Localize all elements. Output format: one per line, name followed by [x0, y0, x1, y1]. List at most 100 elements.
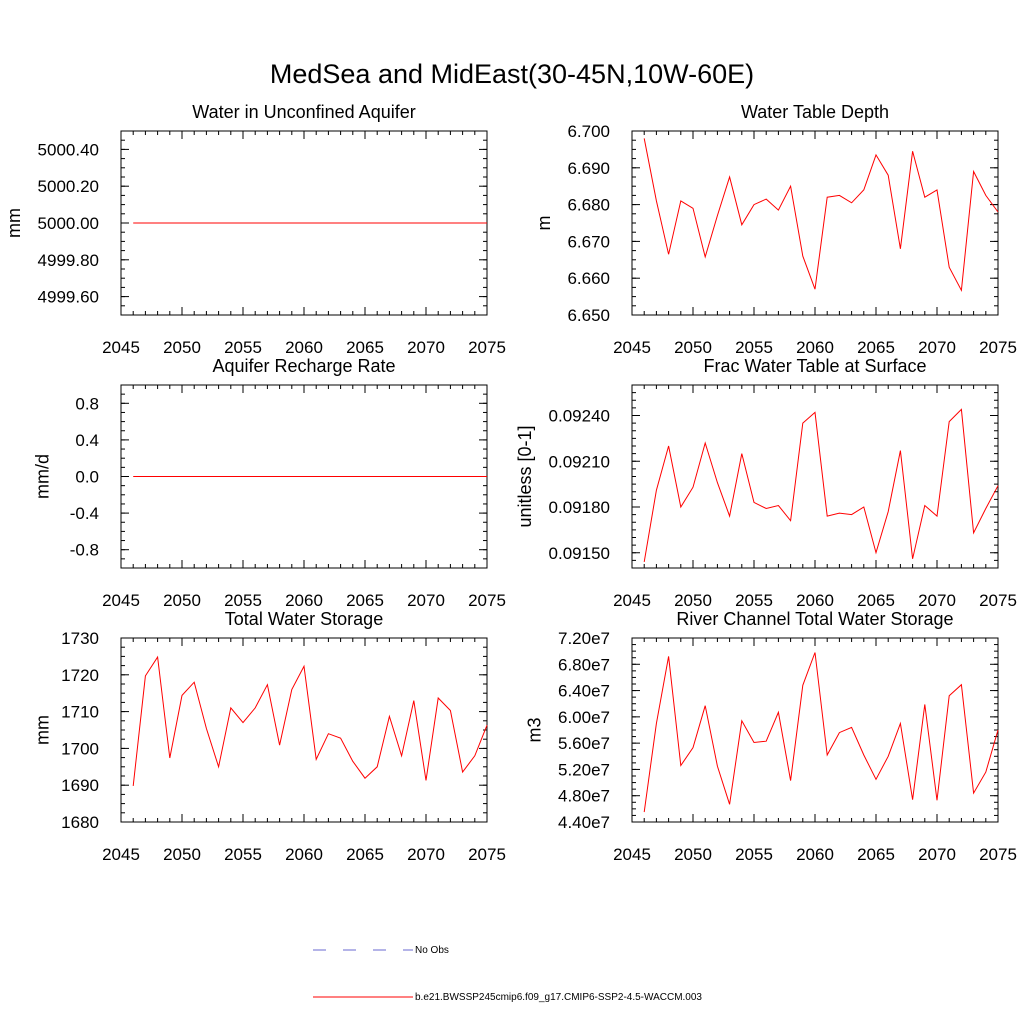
x-tick-label: 2055	[735, 845, 773, 864]
x-tick-label: 2065	[346, 845, 384, 864]
chart-panel-4: Frac Water Table at Surface 2045 2050 2055 2…	[515, 356, 1017, 610]
y-tick-label: 1700	[61, 739, 99, 758]
x-tick-label: 2045	[102, 845, 140, 864]
x-tick-label: 2055	[224, 338, 262, 357]
panel-title: Aquifer Recharge Rate	[212, 356, 395, 376]
x-tick-label: 2065	[857, 591, 895, 610]
y-axis-label: mm/d	[33, 454, 53, 499]
x-tick-label: 2060	[796, 338, 834, 357]
x-tick-label: 2075	[979, 591, 1017, 610]
x-tick-label: 2075	[979, 845, 1017, 864]
y-tick-label: 4.80e7	[558, 787, 610, 806]
x-tick-label: 2055	[224, 845, 262, 864]
chart-panel-1: Water in Unconfined Aquifer 2045 2050 2055 2…	[4, 102, 506, 357]
x-tick-label: 2070	[407, 845, 445, 864]
x-tick-label: 2060	[796, 591, 834, 610]
x-tick-label: 2045	[613, 845, 651, 864]
x-tick-label: 2050	[163, 845, 201, 864]
y-axis-label: m	[534, 216, 554, 231]
y-tick-label: 6.700	[567, 122, 610, 141]
series-line	[643, 408, 999, 562]
y-tick-label: 0.09180	[549, 498, 610, 517]
panel-title: Water Table Depth	[741, 102, 889, 122]
panel-title: Total Water Storage	[225, 609, 383, 629]
chart-panel-2: Water Table Depth 2045 2050 2055 2060 2065 207…	[534, 102, 1017, 357]
y-tick-label: 6.650	[567, 306, 610, 325]
y-tick-label: 5000.40	[38, 140, 99, 159]
legend-model-label: b.e21.BWSSP245cmip6.f09_g17.CMIP6-SSP2-4…	[415, 992, 702, 1003]
x-tick-label: 2065	[346, 591, 384, 610]
plot-frame	[631, 637, 999, 823]
y-tick-label: 0.09240	[549, 407, 610, 426]
x-tick-label: 2070	[407, 338, 445, 357]
y-tick-label: 4999.80	[38, 251, 99, 270]
x-tick-label: 2045	[102, 591, 140, 610]
y-tick-label: 7.20e7	[558, 629, 610, 648]
figure-title: MedSea and MidEast(30-45N,10W-60E)	[270, 59, 754, 89]
series-line	[643, 652, 999, 813]
x-tick-label: 2060	[285, 338, 323, 357]
y-tick-label: 0.0	[75, 468, 99, 487]
y-tick-label: 5.20e7	[558, 760, 610, 779]
x-tick-label: 2050	[163, 338, 201, 357]
x-tick-label: 2045	[613, 338, 651, 357]
y-tick-label: 0.8	[75, 394, 99, 413]
y-tick-label: 1720	[61, 666, 99, 685]
x-tick-label: 2045	[102, 338, 140, 357]
y-tick-label: 0.4	[75, 431, 99, 450]
x-tick-label: 2075	[468, 845, 506, 864]
y-tick-label: 6.40e7	[558, 682, 610, 701]
y-tick-label: 5000.00	[38, 214, 99, 233]
panel-title: River Channel Total Water Storage	[676, 609, 953, 629]
y-tick-label: 0.09150	[549, 544, 610, 563]
series-line	[643, 138, 999, 292]
y-tick-label: 5.60e7	[558, 734, 610, 753]
y-tick-label: 1710	[61, 703, 99, 722]
y-tick-label: 6.80e7	[558, 655, 610, 674]
y-tick-label: 5000.20	[38, 177, 99, 196]
x-tick-label: 2050	[674, 591, 712, 610]
y-tick-label: 6.00e7	[558, 708, 610, 727]
y-tick-label: 1690	[61, 776, 99, 795]
series-line	[132, 655, 488, 786]
x-tick-label: 2060	[285, 845, 323, 864]
x-tick-label: 2075	[979, 338, 1017, 357]
chart-panel-5: Total Water Storage 2045 2050 2055 2060 2065 2…	[33, 609, 506, 864]
y-axis-label: unitless [0-1]	[515, 425, 535, 527]
x-tick-label: 2060	[285, 591, 323, 610]
x-tick-label: 2050	[163, 591, 201, 610]
y-axis-label: m3	[524, 717, 544, 742]
x-tick-label: 2070	[918, 591, 956, 610]
x-tick-label: 2060	[796, 845, 834, 864]
x-tick-label: 2075	[468, 591, 506, 610]
x-tick-label: 2055	[735, 591, 773, 610]
y-axis-label: mm	[4, 208, 24, 238]
x-tick-label: 2070	[918, 338, 956, 357]
y-tick-label: 6.670	[567, 232, 610, 251]
x-tick-label: 2050	[674, 845, 712, 864]
x-tick-label: 2065	[346, 338, 384, 357]
y-tick-label: -0.4	[70, 504, 99, 523]
legend: No Obs b.e21.BWSSP245cmip6.f09_g17.CMIP6…	[313, 945, 702, 1003]
x-tick-label: 2065	[857, 338, 895, 357]
y-tick-label: 6.660	[567, 269, 610, 288]
panels: Water in Unconfined Aquifer 2045 2050 2055 2…	[4, 102, 1017, 864]
y-tick-label: 0.09210	[549, 452, 610, 471]
y-tick-label: 1730	[61, 629, 99, 648]
y-axis-label: mm	[33, 715, 53, 745]
y-tick-label: 4999.60	[38, 288, 99, 307]
y-tick-label: 1680	[61, 813, 99, 832]
x-tick-label: 2045	[613, 591, 651, 610]
x-tick-label: 2050	[674, 338, 712, 357]
y-tick-label: 6.680	[567, 196, 610, 215]
y-tick-label: 6.690	[567, 159, 610, 178]
x-tick-label: 2070	[918, 845, 956, 864]
y-tick-label: -0.8	[70, 541, 99, 560]
panel-title: Water in Unconfined Aquifer	[192, 102, 415, 122]
x-tick-label: 2065	[857, 845, 895, 864]
chart-panel-3: Aquifer Recharge Rate 2045 2050 2055 2060 206…	[33, 356, 506, 610]
x-tick-label: 2055	[735, 338, 773, 357]
x-tick-label: 2055	[224, 591, 262, 610]
x-tick-label: 2070	[407, 591, 445, 610]
